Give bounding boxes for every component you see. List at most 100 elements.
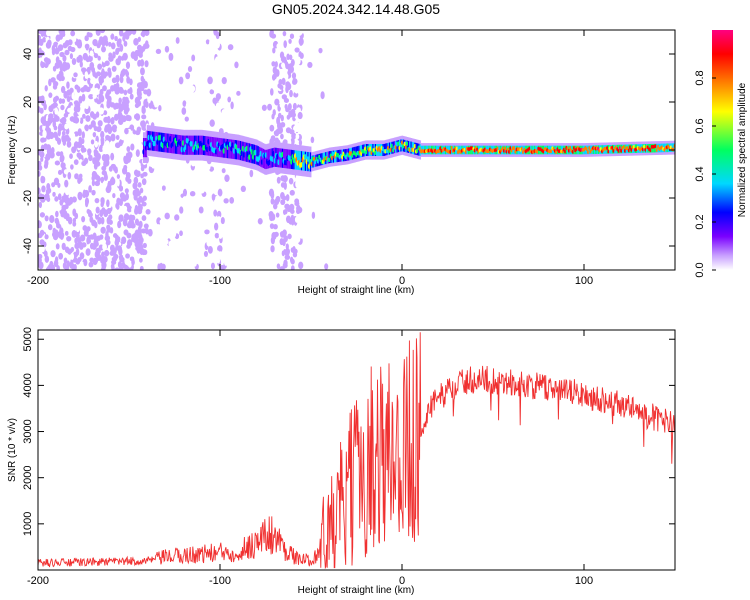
noise-cell bbox=[116, 47, 121, 53]
noise-cell bbox=[126, 76, 131, 84]
noise-cell bbox=[95, 71, 101, 77]
noise-cell bbox=[105, 134, 110, 141]
noise-cell bbox=[63, 90, 68, 99]
ridge-core bbox=[273, 158, 276, 164]
noise-cell bbox=[212, 254, 217, 263]
noise-cell bbox=[298, 261, 304, 270]
noise-cell bbox=[182, 196, 188, 203]
noise-cell bbox=[133, 38, 139, 46]
noise-cell bbox=[200, 77, 206, 84]
noise-cell bbox=[319, 62, 325, 71]
noise-cell bbox=[286, 114, 291, 120]
noise-cell bbox=[168, 240, 174, 248]
noise-cell bbox=[63, 112, 69, 118]
noise-cell bbox=[275, 69, 280, 77]
noise-cell bbox=[78, 173, 83, 179]
ridge-core bbox=[620, 148, 623, 153]
noise-cell bbox=[160, 263, 166, 270]
y-tick-label: -20 bbox=[22, 190, 34, 206]
spectrogram-ylabel: Frequency (Hz) bbox=[7, 116, 18, 185]
noise-cell bbox=[58, 80, 64, 87]
noise-cell bbox=[88, 170, 93, 176]
x-tick-label: 0 bbox=[399, 575, 405, 587]
noise-cell bbox=[142, 171, 148, 177]
noise-cell bbox=[59, 156, 65, 163]
noise-cell bbox=[85, 57, 90, 63]
noise-cell bbox=[183, 233, 187, 239]
ridge-outer bbox=[192, 135, 195, 155]
spectrogram-heatmap bbox=[38, 30, 675, 270]
noise-cell bbox=[111, 116, 115, 125]
noise-cell bbox=[119, 256, 125, 263]
noise-cell bbox=[296, 204, 301, 212]
noise-cell bbox=[91, 189, 96, 196]
noise-cell bbox=[84, 124, 89, 132]
noise-cell bbox=[40, 245, 45, 253]
noise-cell bbox=[310, 136, 315, 144]
noise-cell bbox=[323, 118, 330, 124]
noise-cell bbox=[290, 59, 295, 67]
noise-cell bbox=[214, 56, 221, 65]
noise-cell bbox=[38, 80, 41, 88]
noise-cell bbox=[215, 172, 220, 179]
noise-cell bbox=[94, 241, 99, 247]
noise-cell bbox=[146, 52, 151, 61]
noise-cell bbox=[131, 30, 137, 35]
noise-cell bbox=[81, 131, 85, 139]
noise-cell bbox=[99, 36, 104, 42]
noise-cell bbox=[222, 93, 229, 101]
noise-cell bbox=[97, 120, 103, 127]
noise-cell bbox=[207, 164, 211, 170]
ridge-core bbox=[240, 150, 243, 157]
noise-cell bbox=[318, 47, 323, 54]
ridge-outer bbox=[406, 140, 409, 153]
noise-cell bbox=[308, 100, 314, 108]
noise-cell bbox=[138, 220, 143, 229]
ridge-core bbox=[504, 146, 507, 151]
noise-cell bbox=[118, 266, 124, 270]
noise-cell bbox=[185, 102, 192, 109]
noise-cell bbox=[138, 205, 143, 213]
ridge-core bbox=[304, 154, 307, 160]
noise-cell bbox=[61, 134, 66, 143]
noise-cell bbox=[55, 56, 60, 64]
noise-cell bbox=[121, 194, 128, 202]
noise-cell bbox=[123, 164, 128, 170]
noise-cell bbox=[110, 263, 115, 270]
noise-cell bbox=[89, 216, 94, 223]
noise-cell bbox=[45, 30, 52, 37]
noise-cell bbox=[275, 212, 280, 218]
colorbar-ticks: 0.0 0.2 0.4 0.6 0.8 bbox=[694, 70, 716, 278]
noise-cell bbox=[252, 90, 257, 98]
noise-cell bbox=[122, 205, 128, 212]
ridge-core bbox=[412, 147, 415, 153]
noise-cell bbox=[101, 251, 105, 258]
noise-cell bbox=[216, 257, 221, 264]
noise-cell bbox=[156, 57, 161, 63]
ridge-core bbox=[330, 155, 334, 161]
x-tick-label: 100 bbox=[575, 275, 593, 287]
noise-cell bbox=[250, 245, 255, 254]
noise-cell bbox=[168, 52, 174, 61]
noise-cell bbox=[284, 103, 288, 110]
ridge-core bbox=[450, 145, 454, 150]
noise-cell bbox=[84, 108, 90, 115]
noise-cell bbox=[38, 170, 41, 177]
ridge-core bbox=[221, 143, 224, 150]
noise-cell bbox=[114, 167, 118, 174]
ridge-outer bbox=[248, 143, 251, 163]
noise-cell bbox=[104, 124, 111, 130]
noise-cell bbox=[270, 245, 275, 253]
noise-cell bbox=[207, 259, 212, 265]
noise-cell bbox=[147, 95, 151, 104]
ridge-outer bbox=[415, 142, 418, 155]
colorbar-gradient bbox=[712, 30, 733, 270]
noise-cell bbox=[106, 184, 112, 192]
noise-cell bbox=[254, 67, 260, 74]
ridge-core bbox=[618, 146, 622, 150]
noise-cell bbox=[63, 169, 69, 175]
noise-cell bbox=[119, 43, 124, 52]
noise-cell bbox=[279, 126, 284, 134]
noise-cell bbox=[102, 243, 107, 251]
noise-cell bbox=[47, 127, 52, 135]
